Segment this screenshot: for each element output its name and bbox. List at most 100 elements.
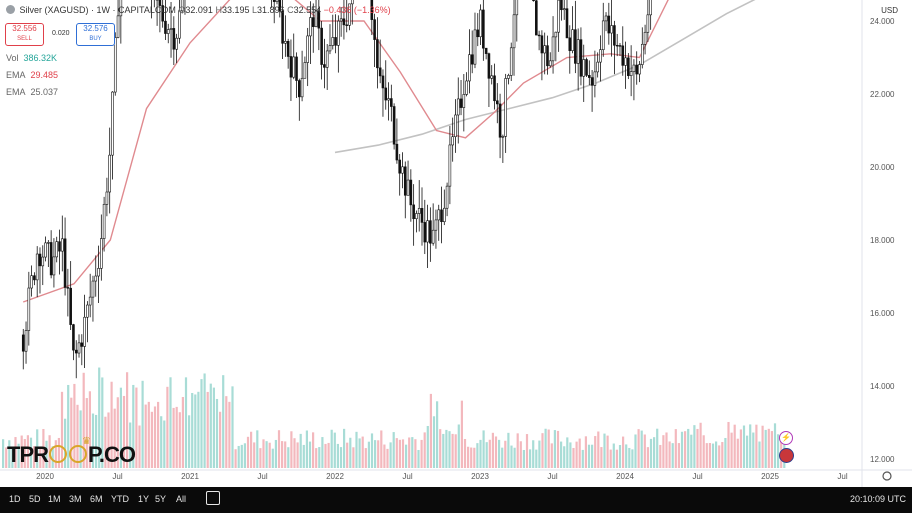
candle-body	[66, 287, 70, 289]
timeframe-3m-button[interactable]: 3M	[69, 494, 82, 504]
timeframe-5d-button[interactable]: 5D	[29, 494, 41, 504]
volume-bar	[116, 397, 119, 468]
logo-ring-icon	[49, 445, 67, 463]
volume-bar	[439, 429, 442, 468]
candle-body	[24, 330, 28, 352]
candle-body	[484, 47, 488, 54]
high-value: 33.195	[221, 5, 250, 15]
candle-body	[86, 304, 89, 318]
volume-bar	[355, 431, 358, 468]
volume-bar	[129, 422, 132, 468]
volume-bar	[708, 443, 711, 468]
volume-bar	[39, 447, 42, 468]
interval-label[interactable]: 1W	[96, 5, 111, 15]
timeframe-6m-button[interactable]: 6M	[90, 494, 103, 504]
buy-button[interactable]: 32.576 BUY	[76, 23, 115, 46]
volume-bar	[470, 447, 473, 468]
volume-bar	[507, 432, 510, 468]
settings-gear-icon[interactable]	[882, 471, 892, 481]
volume-bar	[677, 443, 680, 468]
candle-body	[490, 75, 494, 79]
candle-body	[21, 334, 25, 352]
close-label: C	[287, 5, 294, 15]
volume-bar	[188, 415, 191, 468]
volume-bar	[637, 429, 640, 468]
candle-body	[91, 280, 95, 298]
volume-legend[interactable]: Vol 386.32K	[6, 53, 57, 63]
candle-body	[164, 20, 167, 34]
low-label: L	[252, 5, 258, 15]
candle-body	[284, 41, 287, 44]
ema2-legend[interactable]: EMA 25.037	[6, 87, 58, 97]
candle-body	[328, 45, 332, 52]
timeframe-1d-button[interactable]: 1D	[9, 494, 21, 504]
candle-body	[459, 98, 463, 108]
candle-body	[161, 5, 164, 22]
buy-price: 32.576	[83, 24, 108, 33]
volume-bar	[764, 429, 767, 468]
volume-bar	[668, 441, 671, 468]
y-tick-label: 18.000	[870, 236, 895, 245]
volume-bar	[408, 437, 411, 468]
volume-bar	[91, 413, 95, 468]
candle-body	[381, 75, 385, 89]
volume-bar	[346, 442, 349, 468]
volume-bar	[184, 377, 188, 468]
volume-bar	[141, 380, 144, 468]
timeframe-1y-button[interactable]: 1Y	[138, 494, 150, 504]
date-range-icon[interactable]	[206, 491, 220, 505]
candle-body	[588, 75, 591, 78]
candle-body	[443, 207, 446, 223]
volume-bar	[45, 440, 48, 468]
volume-bar	[563, 446, 566, 468]
volume-bar	[618, 445, 622, 468]
volume-bar	[160, 416, 163, 468]
candle-body	[565, 8, 569, 39]
volume-bar	[761, 425, 764, 468]
lightning-event-icon[interactable]: ⚡	[779, 431, 793, 445]
volume-bar	[181, 397, 184, 468]
price-chart[interactable]: 12.000 14.000 16.000 18.000 20.000 22.000 24.0…	[0, 0, 912, 487]
timeframe-ytd-button[interactable]: YTD	[111, 494, 129, 504]
volume-bar	[85, 398, 88, 468]
ema1-legend[interactable]: EMA 29.485	[6, 70, 58, 80]
volume-bar	[451, 433, 454, 468]
volume-bar	[374, 440, 377, 468]
volume-bar	[628, 447, 631, 468]
volume-bar	[445, 429, 448, 468]
currency-selector[interactable]: USD	[881, 6, 898, 15]
sell-button[interactable]: 32.556 SELL	[5, 23, 44, 46]
volume-bar	[442, 433, 445, 468]
spread-value: 0.020	[52, 30, 70, 37]
volume-bar	[82, 372, 85, 468]
volume-bar	[448, 431, 451, 468]
timeframe-5y-button[interactable]: 5Y	[155, 494, 167, 504]
volume-bar	[752, 432, 755, 468]
candle-body	[403, 166, 407, 196]
volume-bar	[569, 442, 572, 468]
volume-bar	[758, 441, 761, 468]
volume-bar	[42, 428, 45, 468]
candle-body	[473, 29, 477, 65]
candle-body	[303, 62, 307, 79]
volume-bar	[733, 424, 736, 468]
candle-body	[604, 15, 608, 22]
y-tick-label: 20.000	[870, 163, 895, 172]
timeframe-1m-button[interactable]: 1M	[48, 494, 61, 504]
volume-bar	[212, 387, 215, 468]
volume-bar	[234, 449, 237, 468]
candle-body	[33, 275, 36, 281]
candle-body	[409, 179, 413, 206]
timeframe-all-button[interactable]: All	[176, 494, 187, 504]
volume-bar	[132, 384, 135, 468]
volume-bar	[460, 400, 463, 468]
candle-body	[387, 98, 390, 101]
volume-bar	[240, 444, 243, 468]
volume-bar	[228, 401, 231, 468]
us-flag-event-icon[interactable]	[779, 448, 794, 463]
volume-bar	[336, 443, 339, 468]
volume-bar	[767, 428, 770, 468]
volume-bar	[197, 391, 200, 468]
volume-bar	[467, 446, 470, 468]
volume-bar	[724, 437, 727, 468]
